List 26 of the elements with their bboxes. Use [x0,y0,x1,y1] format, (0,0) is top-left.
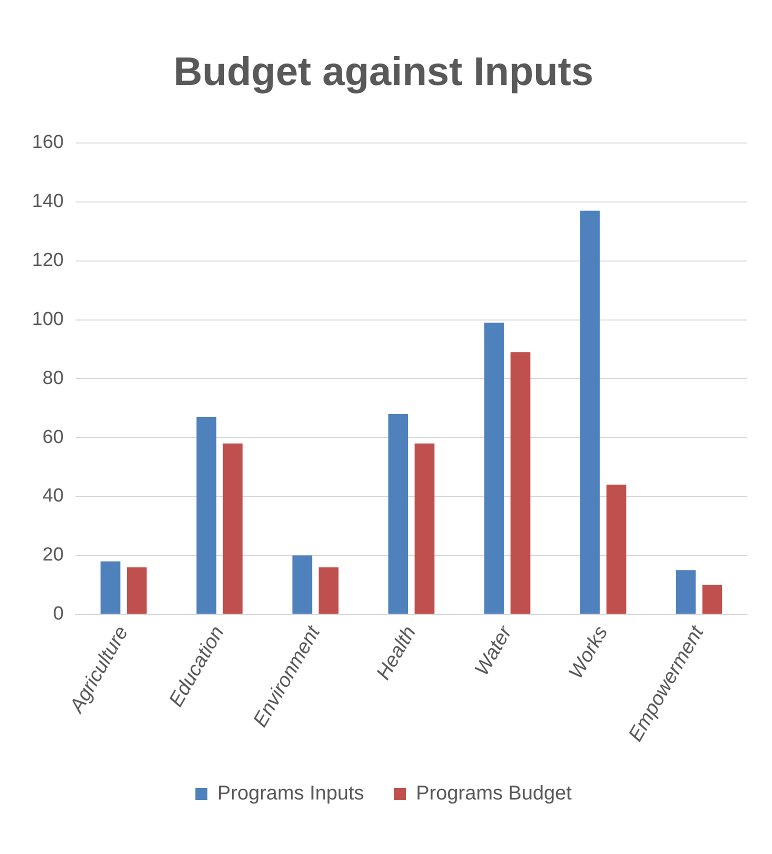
y-tick-label: 20 [42,544,64,566]
y-tick-label: 160 [32,132,64,154]
chart-title: Budget against Inputs [174,50,594,94]
y-tick-label: 40 [42,486,64,507]
y-tick-label: 60 [42,426,64,448]
bar [318,567,339,614]
bar [676,570,696,614]
legend-label: Programs Inputs [217,782,364,805]
bar [414,443,434,614]
bar [606,484,626,614]
y-tick-label: 100 [32,308,64,330]
legend-label: Programs Budget [416,782,572,805]
bar [292,555,312,614]
bar [702,584,722,614]
bar [100,561,120,614]
bar [222,443,243,614]
bar [126,567,147,614]
y-tick-label: 120 [32,250,64,272]
y-tick-label: 140 [32,191,64,212]
bar [196,416,216,614]
y-tick-label: 80 [42,368,64,389]
bar [510,352,530,614]
bar [484,322,504,614]
bar [580,210,600,614]
y-tick-label: 0 [53,604,64,625]
bar [388,414,408,614]
